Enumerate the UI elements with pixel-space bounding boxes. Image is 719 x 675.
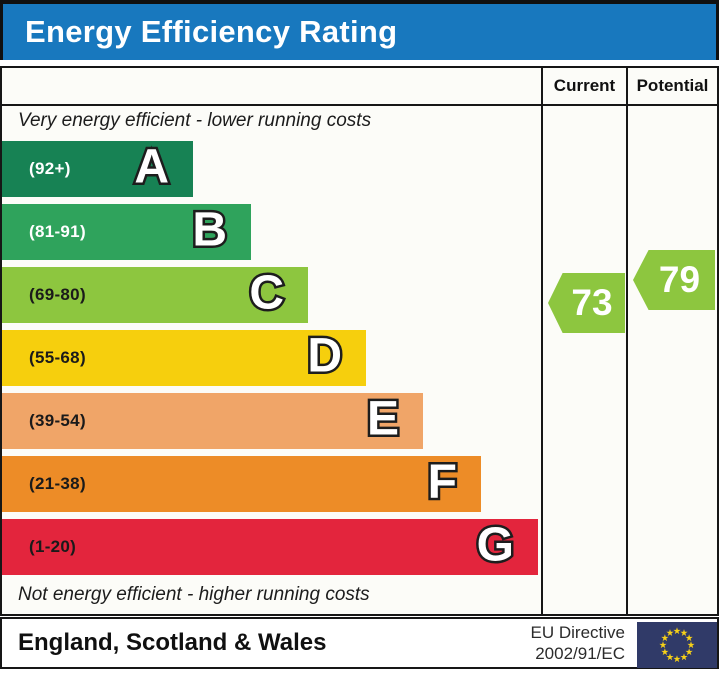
band-letter: E: [364, 392, 401, 446]
band-letter: A: [132, 140, 172, 194]
caption-very-efficient: Very energy efficient - lower running co…: [18, 110, 372, 131]
potential-column-header: Potential: [636, 76, 709, 95]
band-row-e: (39-54) E: [2, 393, 423, 449]
band-range-label: (21-38): [29, 474, 86, 493]
title-banner: Energy Efficiency Rating: [0, 0, 719, 60]
current-rating-value: 73: [571, 282, 613, 323]
eu-flag-icon: [637, 622, 717, 668]
band-range-label: (1-20): [29, 537, 77, 556]
band-row-f: (21-38) F: [2, 456, 481, 512]
eu-directive-label: EU Directive 2002/91/EC: [531, 622, 625, 664]
band-row-g: (1-20) G: [2, 519, 538, 575]
header-divider-line: [2, 104, 717, 106]
band-range-label: (39-54): [29, 411, 86, 430]
caption-not-efficient: Not energy efficient - higher running co…: [18, 584, 370, 605]
eu-directive-line2: 2002/91/EC: [535, 644, 625, 663]
band-letter: F: [425, 455, 459, 509]
band-range-label: (55-68): [29, 348, 86, 367]
band-range-label: (81-91): [29, 222, 86, 241]
band-letter: G: [474, 518, 516, 572]
band-letter: B: [190, 203, 230, 257]
eu-directive-line1: EU Directive: [530, 623, 625, 642]
band-letter: C: [247, 266, 287, 320]
band-row-c: (69-80) C: [2, 267, 308, 323]
footer-bar: England, Scotland & Wales EU Directive 2…: [0, 617, 719, 669]
band-row-b: (81-91) B: [2, 204, 251, 260]
band-row-d: (55-68) D: [2, 330, 366, 386]
band-range-label: (69-80): [29, 285, 86, 304]
potential-rating-arrow: 79: [633, 250, 715, 310]
potential-rating-value: 79: [658, 259, 701, 300]
region-label: England, Scotland & Wales: [18, 629, 327, 656]
column-divider-potential: [626, 68, 628, 614]
current-column-header: Current: [553, 76, 616, 95]
rating-table: Current Potential Very energy efficient …: [0, 66, 719, 616]
current-rating-arrow: 73: [548, 273, 625, 333]
band-range-label: (92+): [29, 159, 71, 178]
band-letter: D: [305, 329, 345, 383]
column-divider-current: [541, 68, 543, 614]
band-row-a: (92+) A: [2, 141, 193, 197]
page-title: Energy Efficiency Rating: [25, 14, 398, 49]
